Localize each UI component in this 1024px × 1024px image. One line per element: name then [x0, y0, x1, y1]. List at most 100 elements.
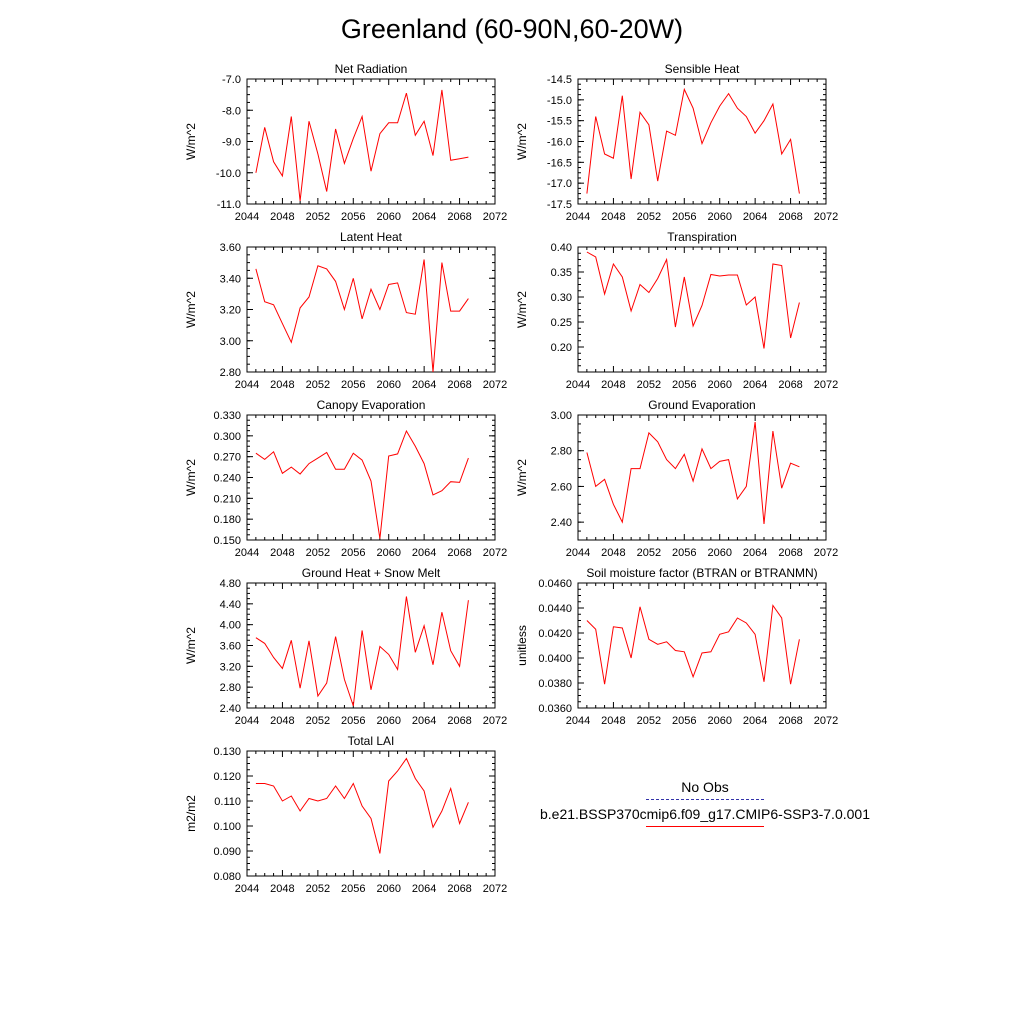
plot-frame	[246, 414, 496, 541]
y-axis-label: W/m^2	[515, 459, 529, 496]
y-tick-label: 0.25	[551, 317, 572, 329]
y-tick-label: 0.0380	[538, 678, 572, 690]
plot-frame	[246, 78, 496, 205]
x-tick-label: 2060	[376, 715, 400, 727]
y-tick-label: 2.40	[220, 703, 241, 715]
y-tick-label: 2.80	[220, 682, 241, 694]
x-tick-label: 2048	[270, 883, 294, 895]
x-tick-label: 2052	[637, 715, 661, 727]
x-tick-label: 2064	[743, 547, 767, 559]
x-tick-label: 2072	[814, 715, 838, 727]
series-line	[586, 251, 800, 349]
x-tick-label: 2060	[376, 883, 400, 895]
x-tick-label: 2044	[235, 547, 259, 559]
y-tick-label: 0.0400	[538, 653, 572, 665]
y-tick-label: 0.0440	[538, 603, 572, 615]
plot-frame	[577, 582, 827, 709]
y-tick-label: -15.5	[547, 116, 572, 128]
y-tick-label: -7.0	[222, 74, 241, 86]
x-tick-label: 2052	[306, 211, 330, 223]
x-tick-label: 2048	[601, 547, 625, 559]
legend: No Obs b.e21.BSSP370cmip6.f09_g17.CMIP6-…	[530, 778, 880, 832]
x-tick-label: 2044	[566, 211, 590, 223]
legend-obs-line	[646, 799, 764, 800]
y-tick-label: 0.40	[551, 242, 572, 254]
x-tick-label: 2064	[743, 715, 767, 727]
y-tick-label: 4.40	[220, 599, 241, 611]
y-tick-label: -16.0	[547, 137, 572, 149]
x-tick-label: 2068	[447, 715, 471, 727]
y-tick-label: 0.20	[551, 342, 572, 354]
panel-title: Transpiration	[667, 230, 737, 244]
y-tick-label: 0.130	[213, 746, 241, 758]
y-axis-label: m2/m2	[184, 795, 198, 832]
x-tick-label: 2056	[341, 883, 365, 895]
x-tick-label: 2048	[270, 379, 294, 391]
x-tick-label: 2068	[778, 715, 802, 727]
x-tick-label: 2048	[601, 211, 625, 223]
panel-title: Latent Heat	[340, 230, 403, 244]
y-axis-label: W/m^2	[184, 123, 198, 160]
x-tick-label: 2048	[601, 379, 625, 391]
x-tick-label: 2052	[637, 547, 661, 559]
x-tick-label: 2052	[306, 715, 330, 727]
y-tick-label: 2.80	[551, 446, 572, 458]
y-tick-label: -17.0	[547, 178, 572, 190]
y-tick-label: 0.0460	[538, 578, 572, 590]
y-tick-label: 0.150	[213, 535, 241, 547]
y-tick-label: 2.60	[551, 481, 572, 493]
plot-frame	[577, 414, 827, 541]
y-tick-label: 3.60	[220, 242, 241, 254]
x-tick-label: 2052	[306, 547, 330, 559]
x-tick-label: 2056	[341, 547, 365, 559]
legend-obs-entry: No Obs	[530, 778, 880, 800]
x-tick-label: 2064	[412, 211, 436, 223]
y-tick-label: -10.0	[216, 168, 241, 180]
x-tick-label: 2060	[707, 211, 731, 223]
y-axis-label: W/m^2	[515, 291, 529, 328]
y-tick-label: 0.35	[551, 267, 572, 279]
panel-title: Total LAI	[348, 734, 395, 748]
series-line	[586, 422, 800, 524]
x-tick-label: 2056	[672, 211, 696, 223]
y-tick-label: -9.0	[222, 137, 241, 149]
y-tick-label: 0.120	[213, 771, 241, 783]
x-tick-label: 2048	[270, 715, 294, 727]
legend-obs-label: No Obs	[681, 779, 729, 795]
y-tick-label: -15.0	[547, 95, 572, 107]
y-tick-label: 3.40	[220, 273, 241, 285]
panel-5: Canopy Evaporation W/m^2 2044 2048 2052 2056 2…	[184, 398, 507, 559]
y-tick-label: 0.210	[213, 493, 241, 505]
y-tick-label: 0.080	[213, 871, 241, 883]
y-tick-label: 0.0420	[538, 628, 572, 640]
y-axis-label: W/m^2	[515, 123, 529, 160]
panel-title: Ground Evaporation	[648, 398, 755, 412]
y-tick-label: 0.330	[213, 410, 241, 422]
y-tick-label: 4.00	[220, 620, 241, 632]
legend-model-label: b.e21.BSSP370cmip6.f09_g17.CMIP6-SSP3-7.…	[540, 806, 870, 822]
y-tick-label: -17.5	[547, 199, 572, 211]
x-tick-label: 2052	[306, 379, 330, 391]
y-tick-label: 0.240	[213, 473, 241, 485]
y-tick-label: 0.0360	[538, 703, 572, 715]
y-tick-label: -14.5	[547, 74, 572, 86]
x-tick-label: 2056	[341, 379, 365, 391]
x-tick-label: 2068	[778, 211, 802, 223]
plot-frame	[246, 750, 496, 877]
series-line	[255, 596, 469, 707]
x-tick-label: 2044	[566, 715, 590, 727]
x-tick-label: 2072	[483, 211, 507, 223]
x-tick-label: 2064	[412, 379, 436, 391]
y-tick-label: 0.100	[213, 821, 241, 833]
y-tick-label: 3.00	[220, 336, 241, 348]
y-tick-label: 0.090	[213, 846, 241, 858]
x-tick-label: 2068	[778, 379, 802, 391]
x-tick-label: 2060	[707, 715, 731, 727]
panel-9: Total LAI m2/m2 2044 2048 2052 2056 2060 2064 20…	[184, 734, 507, 895]
panel-6: Ground Evaporation W/m^2 2044 2048 2052 2056 2…	[515, 398, 838, 559]
y-tick-label: 3.20	[220, 305, 241, 317]
y-tick-label: 4.80	[220, 578, 241, 590]
panel-2: Sensible Heat W/m^2 2044 2048 2052 2056 2060 20…	[515, 62, 838, 223]
x-tick-label: 2072	[814, 547, 838, 559]
y-tick-label: 0.110	[214, 796, 241, 808]
